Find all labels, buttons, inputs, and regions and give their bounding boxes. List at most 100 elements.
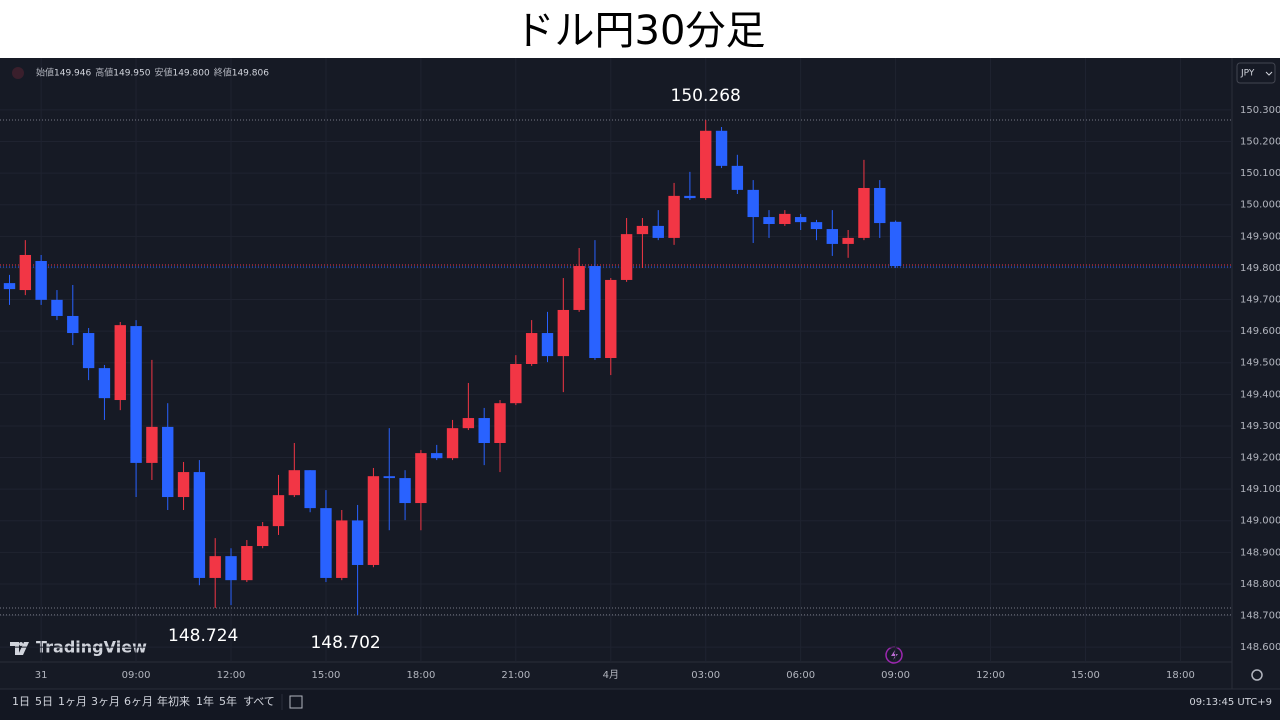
legend-value: 149.950 <box>113 69 150 79</box>
candle-body <box>35 260 47 300</box>
candle-body <box>541 333 554 357</box>
price-annotation: 150.268 <box>671 86 741 106</box>
candle-body <box>193 472 206 578</box>
candle-body <box>889 221 902 267</box>
y-tick-label: 149.500 <box>1240 358 1280 369</box>
candle-body <box>668 195 680 238</box>
y-tick-label: 149.900 <box>1240 231 1280 242</box>
candle-body <box>700 130 712 199</box>
candle-body <box>431 453 443 459</box>
candle-body <box>225 556 237 581</box>
x-tick-label: 15:00 <box>312 670 341 681</box>
candle-body <box>684 195 696 199</box>
y-tick-label: 149.300 <box>1240 421 1280 432</box>
range-button[interactable]: 3ヶ月 <box>91 695 120 708</box>
legend-label: 高値 <box>95 67 113 79</box>
candle-body <box>162 426 174 498</box>
candle-body <box>747 189 759 218</box>
legend-value: 149.800 <box>172 69 209 79</box>
candle-body <box>288 470 301 496</box>
candle-body <box>763 217 775 225</box>
candle-body <box>19 254 32 291</box>
x-tick-label: 06:00 <box>786 670 815 681</box>
chart-panel <box>0 58 1280 720</box>
y-tick-label: 148.700 <box>1240 611 1280 622</box>
logo-icon <box>10 642 29 655</box>
range-button[interactable]: 1日 <box>12 695 30 708</box>
x-tick-label: 09:00 <box>881 670 910 681</box>
candle-body <box>383 476 395 479</box>
candle-body <box>336 520 348 578</box>
legend-value: 149.806 <box>232 69 269 79</box>
y-tick-label: 150.300 <box>1240 105 1280 116</box>
candle-body <box>794 217 807 223</box>
range-button[interactable]: 年初来 <box>157 694 190 708</box>
candle-body <box>209 556 221 578</box>
candle-body <box>446 428 459 459</box>
candle-body <box>636 225 649 235</box>
candle-body <box>367 476 380 565</box>
candle-body <box>146 426 158 463</box>
candle-body <box>557 309 570 357</box>
candle-body <box>320 508 332 578</box>
chart-title: ドル円30分足 <box>515 8 766 54</box>
currency-select[interactable] <box>1236 62 1276 84</box>
candle-body <box>130 326 142 463</box>
candle-body <box>731 165 744 190</box>
symbol-icon[interactable] <box>12 67 24 79</box>
candle-body <box>810 222 823 230</box>
range-button[interactable]: 6ヶ月 <box>124 695 153 708</box>
range-button[interactable]: 1ヶ月 <box>58 695 87 708</box>
candle-body <box>779 213 791 225</box>
candle-body <box>605 279 617 358</box>
x-tick-label: 18:00 <box>1166 670 1195 681</box>
y-tick-label: 148.800 <box>1240 579 1280 590</box>
logo <box>10 642 29 655</box>
y-tick-label: 149.600 <box>1240 326 1280 337</box>
candle-body <box>51 299 63 316</box>
candle-body <box>652 225 664 238</box>
x-tick-label: 03:00 <box>691 670 720 681</box>
legend-label: 終値 <box>214 67 232 79</box>
y-tick-label: 149.800 <box>1240 263 1280 274</box>
x-tick-label: 18:00 <box>406 670 435 681</box>
range-button[interactable]: 5日 <box>35 695 53 708</box>
candle-body <box>67 315 79 334</box>
candle-body <box>3 283 16 290</box>
range-button[interactable]: 5年 <box>219 694 237 708</box>
x-tick-label: 15:00 <box>1071 670 1100 681</box>
range-button[interactable]: すべて <box>243 695 275 708</box>
legend-label: 安値 <box>154 67 172 79</box>
currency-label[interactable]: JPY <box>1240 69 1255 79</box>
candle-body <box>589 266 601 358</box>
candle-body <box>241 546 253 581</box>
y-tick-label: 149.000 <box>1240 516 1280 527</box>
y-tick-label: 150.000 <box>1240 200 1280 211</box>
candle-body <box>462 418 475 429</box>
event-bolt <box>891 650 898 660</box>
settings-icon[interactable] <box>1251 669 1263 681</box>
x-tick-label: 12:00 <box>976 670 1005 681</box>
date-range-icon[interactable] <box>289 695 303 709</box>
candle-body <box>715 130 728 166</box>
x-tick-label: 12:00 <box>217 670 246 681</box>
candle-body <box>620 234 633 280</box>
candle-body <box>478 418 490 444</box>
candle-body <box>177 472 190 498</box>
candle-body <box>415 453 427 504</box>
y-tick-label: 149.400 <box>1240 389 1280 400</box>
candle-body <box>573 266 585 310</box>
candle-body <box>272 495 285 527</box>
candle-body <box>494 403 506 444</box>
candle-body <box>304 470 316 509</box>
price-annotation: 148.702 <box>310 633 380 653</box>
y-tick-label: 149.100 <box>1240 484 1280 495</box>
y-tick-label: 150.100 <box>1240 168 1280 179</box>
x-tick-label: 31 <box>35 670 48 681</box>
candle-body <box>256 526 269 547</box>
range-button[interactable]: 1年 <box>196 694 214 708</box>
candle-body <box>842 237 854 244</box>
candle-body <box>826 229 839 244</box>
